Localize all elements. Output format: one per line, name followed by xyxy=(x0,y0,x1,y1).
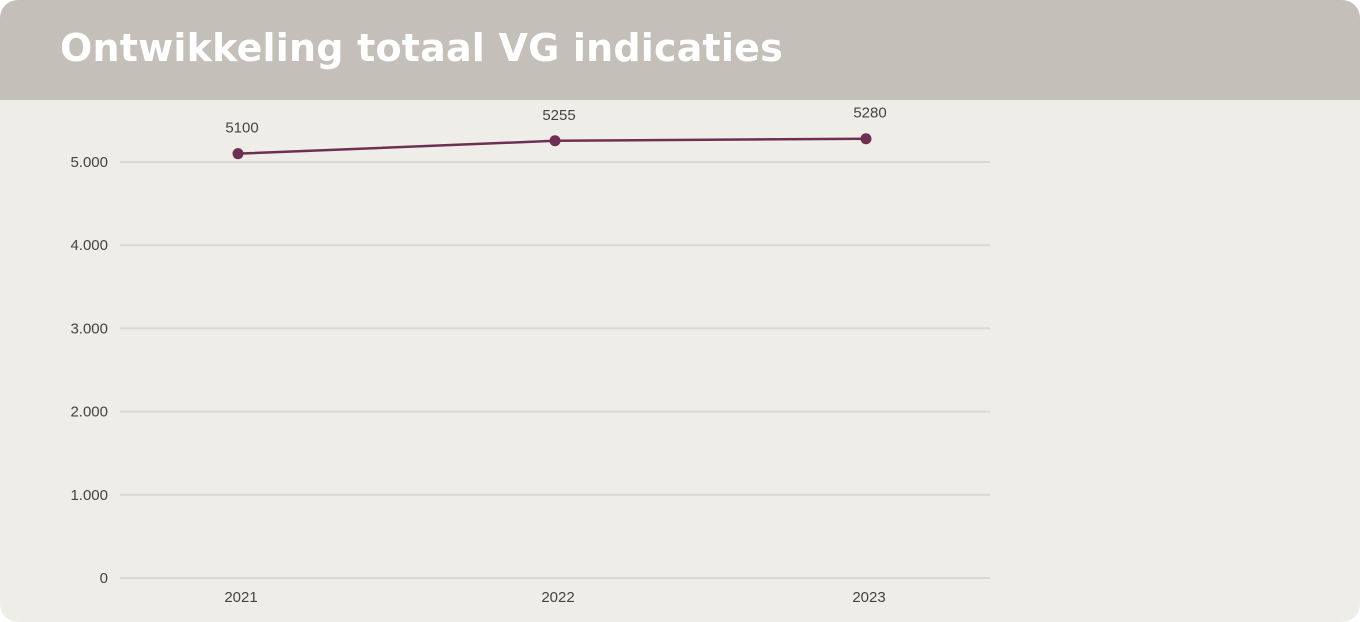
y-tick-label: 1.000 xyxy=(70,487,108,504)
y-tick-label: 3.000 xyxy=(70,320,108,337)
x-tick-label: 2023 xyxy=(852,589,885,606)
data-point xyxy=(860,133,872,145)
y-tick-label: 4.000 xyxy=(70,237,108,254)
data-label: 5100 xyxy=(225,120,258,137)
y-axis-tick-labels: 0 1.000 2.000 3.000 4.000 5.000 xyxy=(70,154,108,587)
chart-title: Ontwikkeling totaal VG indicaties xyxy=(60,26,783,70)
data-point xyxy=(549,135,561,147)
x-axis-tick-labels: 2021 2022 2023 xyxy=(224,589,885,606)
y-tick-label: 5.000 xyxy=(70,154,108,171)
x-tick-label: 2021 xyxy=(224,589,257,606)
data-label: 5255 xyxy=(542,107,575,124)
x-tick-label: 2022 xyxy=(541,589,574,606)
y-tick-label: 2.000 xyxy=(70,404,108,421)
data-point xyxy=(232,148,244,160)
data-label: 5280 xyxy=(853,105,886,122)
data-labels: 5100 5255 5280 xyxy=(225,105,886,137)
series-line-group xyxy=(232,133,872,160)
chart-header: Ontwikkeling totaal VG indicaties xyxy=(0,0,1360,100)
gridlines xyxy=(120,161,990,579)
y-tick-label: 0 xyxy=(100,570,108,587)
